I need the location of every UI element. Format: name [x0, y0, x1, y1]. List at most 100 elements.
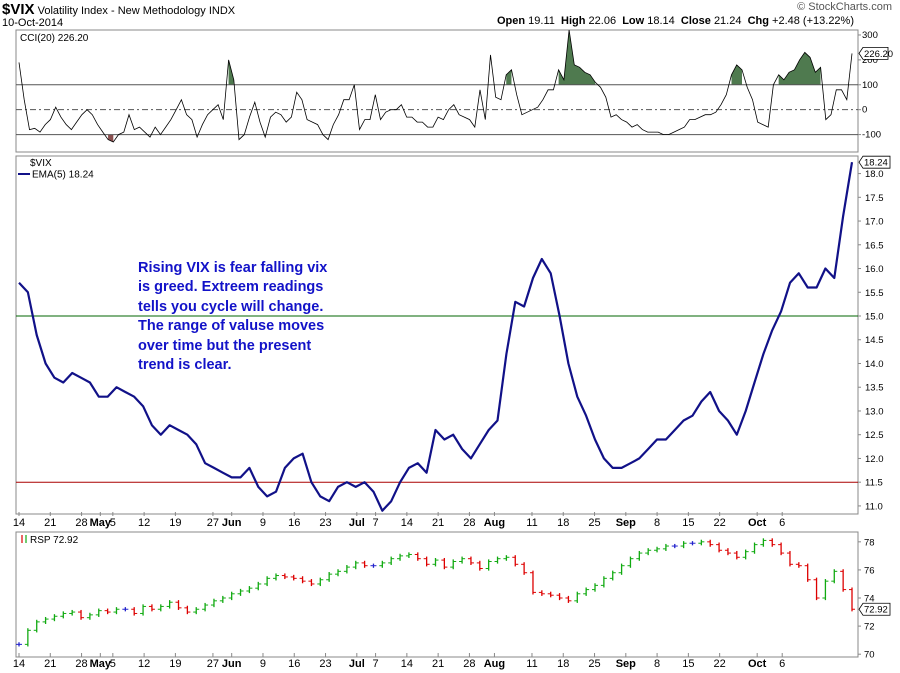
rsp-x-tick-label: 9	[260, 658, 266, 670]
rsp-x-tick-label: 25	[588, 658, 600, 670]
price-x-tick-label: 16	[288, 517, 300, 529]
rsp-x-tick-label: 7	[373, 658, 379, 670]
rsp-x-tick-label: 15	[682, 658, 694, 670]
price-x-tick-label: 28	[463, 517, 475, 529]
price-x-tick-label: 25	[588, 517, 600, 529]
price-y-tick-label: 15.0	[865, 312, 884, 323]
symbol: $VIX	[2, 1, 35, 18]
cci-y-tick-label: 100	[862, 80, 878, 91]
cci-legend: CCI(20) 226.20	[20, 33, 89, 44]
price-x-tick-label: 21	[44, 517, 56, 529]
rsp-x-tick-label: 11	[526, 658, 537, 670]
cci-overbought-fill	[778, 52, 821, 85]
rsp-x-tick-label: 28	[75, 658, 87, 670]
cci-y-tick-label: 0	[862, 105, 867, 116]
close-value: 21.24	[713, 15, 742, 27]
rsp-x-tick-label: May	[90, 658, 112, 670]
rsp-x-tick-label: 6	[779, 658, 785, 670]
price-x-tick-label: 14	[13, 517, 25, 529]
rsp-x-tick-label: Oct	[748, 658, 767, 670]
cci-y-tick-label: 300	[862, 30, 878, 41]
price-y-tick-label: 14.0	[865, 359, 884, 370]
open-value: 19.11	[528, 15, 555, 27]
rsp-x-tick-label: 21	[432, 658, 444, 670]
price-x-tick-label: Jul	[349, 517, 365, 529]
price-y-tick-label: 11.5	[865, 478, 883, 489]
price-panel-frame	[15, 155, 859, 515]
rsp-legend: RSP 72.92	[30, 535, 79, 546]
cci-overbought-fill	[506, 69, 512, 85]
ohlc-summary: Open 19.11 High 22.06 Low 18.14 Close 21…	[497, 15, 854, 27]
rsp-panel-frame	[15, 531, 859, 658]
low-label: Low	[622, 15, 645, 27]
price-y-tick-label: 18.0	[865, 169, 884, 180]
price-x-tick-label: May	[90, 517, 112, 529]
cci-panel-frame	[15, 29, 859, 153]
annotation-note: Rising VIX is fear falling vix is greed.…	[138, 260, 328, 374]
rsp-x-tick-label: 5	[110, 658, 116, 670]
chg-value: +2.48 (+13.22%)	[772, 15, 854, 27]
close-label: Close	[680, 15, 711, 27]
rsp-x-tick-label: 18	[557, 658, 569, 670]
cci-value-badge-label: 226.20	[864, 49, 893, 60]
low-value: 18.14	[647, 15, 675, 27]
price-y-tick-label: 15.5	[865, 288, 884, 299]
watermark: © StockCharts.com	[797, 1, 892, 13]
price-y-tick-label: 12.5	[865, 430, 884, 441]
price-x-tick-label: 21	[432, 517, 444, 529]
rsp-x-tick-label: 28	[463, 658, 475, 670]
price-y-tick-label: 16.0	[865, 264, 884, 275]
rsp-value-badge-label: 72.92	[864, 605, 888, 616]
cci-line	[18, 29, 853, 143]
rsp-y-tick-label: 72	[864, 622, 875, 633]
cci-y-tick-label: 200	[862, 55, 878, 66]
price-y-tick-label: 17.5	[865, 193, 884, 204]
rsp-y-tick-label: 76	[864, 565, 875, 576]
price-y-tick-label: 17.0	[865, 217, 884, 228]
price-value-badge-label: 18.24	[864, 158, 888, 169]
rsp-x-tick-label: Jun	[222, 658, 242, 670]
rsp-value-badge	[858, 602, 891, 616]
price-x-tick-label: Jun	[222, 517, 242, 529]
price-y-tick-label: 12.0	[865, 454, 884, 465]
price-x-tick-label: 14	[401, 517, 413, 529]
price-x-tick-label: 15	[682, 517, 694, 529]
ema-legend-label: EMA(5) 18.24	[32, 170, 94, 181]
security-name: Volatility Index - New Methodology	[37, 5, 206, 17]
rsp-x-tick-label: 16	[288, 658, 300, 670]
rsp-x-tick-label: 21	[44, 658, 56, 670]
rsp-x-tick-label: 22	[714, 658, 726, 670]
rsp-x-tick-label: 27	[207, 658, 219, 670]
rsp-x-tick-label: 12	[138, 658, 150, 670]
chart-date: 10-Oct-2014	[2, 17, 64, 29]
price-x-tick-label: Aug	[484, 517, 505, 529]
rsp-x-tick-label: 14	[401, 658, 413, 670]
rsp-x-tick-label: 23	[319, 658, 331, 670]
ema-line	[18, 162, 854, 512]
price-x-tick-label: Sep	[616, 517, 636, 529]
price-x-tick-label: 11	[526, 517, 537, 529]
price-y-tick-label: 13.5	[865, 383, 884, 394]
price-value-badge	[858, 155, 891, 169]
rsp-y-tick-label: 78	[864, 537, 875, 548]
rsp-x-tick-label: Aug	[484, 658, 505, 670]
price-x-tick-label: 12	[138, 517, 150, 529]
price-x-tick-label: 7	[373, 517, 379, 529]
rsp-x-tick-label: Jul	[349, 658, 365, 670]
price-y-tick-label: 14.5	[865, 335, 884, 346]
price-x-tick-label: 5	[110, 517, 116, 529]
open-label: Open	[496, 15, 526, 27]
price-x-tick-label: 9	[260, 517, 266, 529]
price-x-tick-label: 18	[557, 517, 569, 529]
price-x-tick-label: 28	[75, 517, 87, 529]
rsp-y-tick-label: 70	[864, 650, 875, 661]
rsp-x-tick-label: 8	[654, 658, 660, 670]
price-y-tick-label: 13.0	[865, 406, 884, 417]
rsp-x-tick-label: 19	[169, 658, 181, 670]
high-label: High	[561, 15, 586, 27]
rsp-x-tick-label: 14	[13, 658, 25, 670]
price-x-tick-label: 6	[779, 517, 785, 529]
price-x-tick-label: 22	[714, 517, 726, 529]
chart-title: $VIX Volatility Index - New Methodology …	[2, 1, 235, 18]
